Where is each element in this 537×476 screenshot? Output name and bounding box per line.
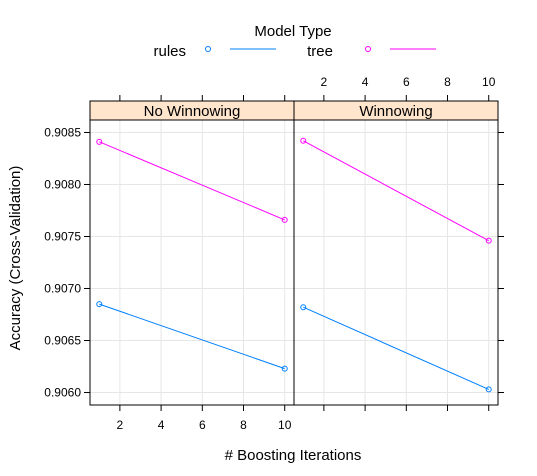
series-rules bbox=[96, 301, 288, 372]
x-tick-label-top: 10 bbox=[482, 75, 496, 89]
legend: Model Type rules tree bbox=[153, 23, 436, 60]
data-point-tree bbox=[485, 237, 492, 244]
y-tick-label: 0.9060 bbox=[44, 386, 81, 400]
panel-grid bbox=[294, 120, 498, 405]
panel-title: Winnowing bbox=[359, 103, 432, 120]
series-tree bbox=[300, 137, 492, 244]
series-rules bbox=[300, 304, 492, 393]
data-point-rules bbox=[485, 386, 492, 393]
x-axis-label: # Boosting Iterations bbox=[225, 447, 362, 464]
x-tick-label-bottom: 10 bbox=[278, 418, 292, 432]
panel-border bbox=[293, 119, 499, 406]
series-line-tree bbox=[303, 140, 489, 242]
x-tick-label-top: 4 bbox=[362, 75, 369, 89]
data-point-rules bbox=[96, 301, 103, 308]
series-line-rules bbox=[99, 303, 285, 370]
legend-label-tree: tree bbox=[307, 43, 333, 60]
y-tick-label: 0.9070 bbox=[44, 282, 81, 296]
legend-entry-tree: tree bbox=[307, 43, 436, 60]
axes: 0.9060 0.9065 0.9070 0.9075 0.9080 0.9085 2 4 6 8… bbox=[44, 75, 504, 432]
panel-1: Winnowing bbox=[293, 100, 499, 406]
y-axis-label: Accuracy (Cross-Validation) bbox=[7, 166, 24, 351]
x-tick-label-top: 2 bbox=[321, 75, 328, 89]
series-line-tree bbox=[99, 141, 285, 221]
x-tick-label-bottom: 4 bbox=[158, 418, 165, 432]
x-tick-label-bottom: 2 bbox=[117, 418, 124, 432]
y-tick-label: 0.9065 bbox=[44, 334, 81, 348]
legend-marker-tree bbox=[365, 46, 371, 52]
data-point-rules bbox=[300, 304, 307, 311]
series-line-rules bbox=[303, 306, 489, 390]
panel-0: No Winnowing bbox=[89, 100, 295, 406]
x-tick-label-bottom: 8 bbox=[240, 418, 247, 432]
data-point-tree bbox=[300, 137, 307, 144]
data-point-tree bbox=[281, 216, 288, 223]
data-point-rules bbox=[281, 365, 288, 372]
x-tick-label-top: 6 bbox=[403, 75, 410, 89]
y-tick-label: 0.9075 bbox=[44, 229, 81, 243]
panels: No Winnowing Winnowing bbox=[89, 100, 499, 406]
x-tick-label-top: 8 bbox=[444, 75, 451, 89]
y-tick-label: 0.9085 bbox=[44, 125, 81, 139]
legend-title: Model Type bbox=[254, 23, 331, 40]
data-point-tree bbox=[96, 138, 103, 145]
legend-marker-rules bbox=[205, 46, 211, 52]
legend-label-rules: rules bbox=[153, 43, 186, 60]
panel-border bbox=[89, 119, 295, 406]
panel-grid bbox=[90, 120, 294, 405]
y-tick-label: 0.9080 bbox=[44, 177, 81, 191]
panel-title: No Winnowing bbox=[144, 103, 241, 120]
x-tick-label-bottom: 6 bbox=[199, 418, 206, 432]
series-tree bbox=[96, 138, 288, 223]
legend-entry-rules: rules bbox=[153, 43, 276, 60]
